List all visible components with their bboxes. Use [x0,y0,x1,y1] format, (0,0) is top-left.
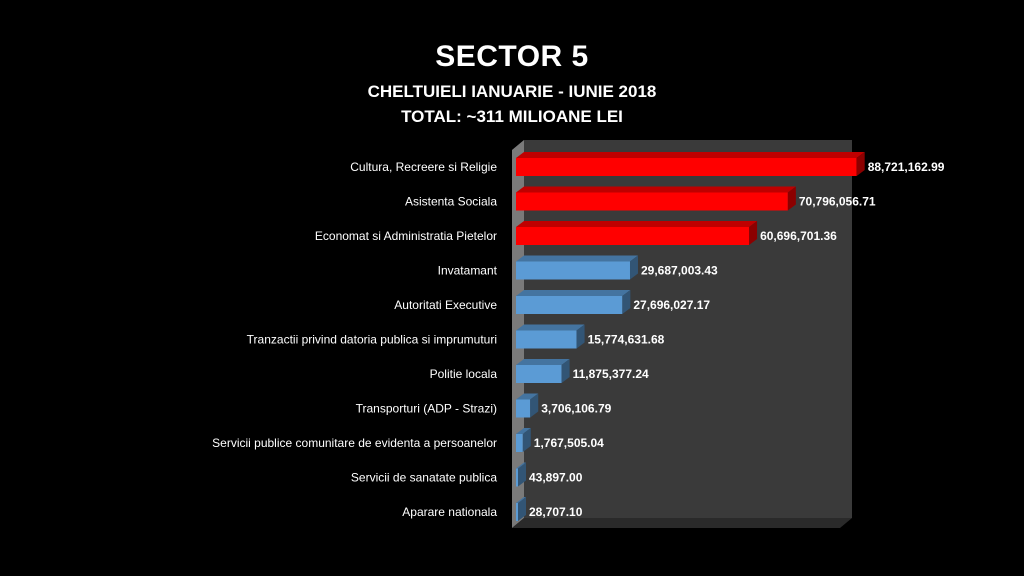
bar-front-face [516,399,531,418]
bar-top-face [516,221,758,227]
category-label: Economat si Administratia Pietelor [315,229,497,243]
value-label: 70,796,056.71 [799,195,876,209]
bar [516,324,585,349]
bar [516,497,526,521]
value-label: 27,696,027.17 [633,298,710,312]
plot-floor [512,518,852,528]
bar-side-face [561,359,570,383]
value-label: 15,774,631.68 [588,333,665,347]
bar [516,221,758,245]
bar-side-face [629,255,638,280]
bar-side-face [622,290,631,314]
total-caption: TOTAL: ~311 MILIOANE LEI [401,107,623,126]
bar [516,428,531,452]
bar-top-face [516,186,796,193]
bar-front-face [516,503,518,521]
category-label: Cultura, Recreere si Religie [350,160,497,174]
bar-side-face [522,428,531,452]
category-label: Transporturi (ADP - Strazi) [356,402,497,416]
value-label: 1,767,505.04 [534,436,604,450]
bar [516,393,539,418]
bar-front-face [516,365,562,383]
bar-front-face [516,261,630,280]
bar-side-face [787,186,796,211]
labels-group: Cultura, Recreere si Religie 88,721,162.9… [212,160,945,519]
category-label: Invatamant [438,264,498,278]
bar [516,359,570,383]
bar-top-face [516,359,570,365]
page-title: SECTOR 5 [435,40,589,73]
category-label: Servicii de sanatate publica [351,471,497,485]
category-label: Servicii publice comunitare de evidenta … [212,436,497,450]
bar-side-face [518,462,526,487]
category-label: Tranzactii privind datoria publica si im… [247,333,497,347]
bar-side-face [856,152,865,176]
bar [516,290,631,314]
bars-group [516,152,865,521]
value-label: 60,696,701.36 [760,229,837,243]
bar [516,152,865,176]
bar-top-face [516,152,865,158]
bar-front-face [516,192,788,211]
bar-top-face [516,462,526,469]
bar [516,462,526,487]
bar-side-face [749,221,758,245]
bar-side-face [518,497,526,521]
bar-top-face [516,255,638,262]
value-label: 28,707.10 [529,505,583,519]
page-subtitle: CHELTUIELI IANUARIE - IUNIE 2018 [367,82,657,101]
bar-top-face [516,497,526,503]
bar-front-face [516,227,750,245]
category-label: Politie locala [430,367,498,381]
bar-front-face [516,330,577,349]
bar-front-face [516,434,523,452]
bar [516,255,638,280]
bar-top-face [516,324,585,331]
value-label: 11,875,377.24 [573,367,649,381]
value-label: 88,721,162.99 [868,160,945,174]
value-label: 3,706,106.79 [541,402,611,416]
category-label: Asistenta Sociala [405,195,497,209]
bar-side-face [530,393,539,418]
category-label: Autoritati Executive [394,298,497,312]
bar-top-face [516,393,539,400]
bar [516,186,796,211]
bar-front-face [516,296,623,314]
value-label: 29,687,003.43 [641,264,718,278]
bar-front-face [516,468,518,487]
bar-side-face [576,324,585,349]
bar-top-face [516,428,531,434]
bar-front-face [516,158,857,176]
value-label: 43,897.00 [529,471,583,485]
bar-top-face [516,290,631,296]
category-label: Aparare nationala [402,505,497,519]
